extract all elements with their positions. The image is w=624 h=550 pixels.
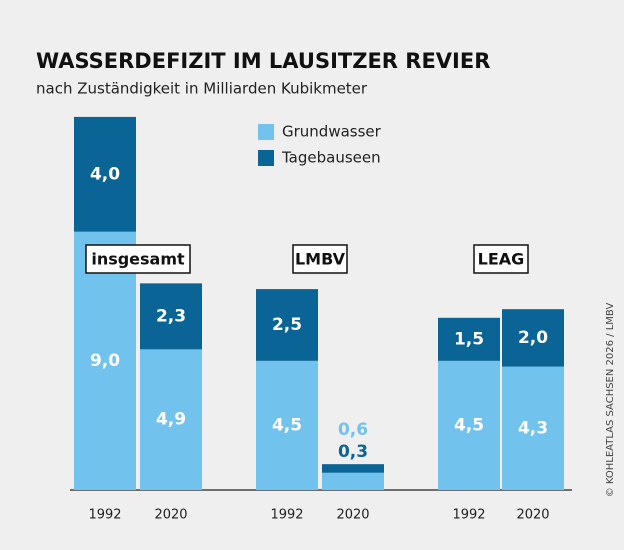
bar-segment [140,283,202,350]
value-label: 4,0 [90,164,120,184]
chart-title: WASSERDEFIZIT IM LAUSITZER REVIER [36,49,490,73]
group-label-box [85,244,191,274]
group-label: LMBV [295,250,346,269]
bar-segment [322,472,384,490]
x-tick-label: 2020 [154,508,187,523]
legend-label: Tagebauseen [281,149,381,167]
group-label-box [292,244,348,274]
group-label-box [473,244,529,274]
bar-segment [322,464,384,473]
value-label: 9,0 [90,351,120,371]
value-label: 4,5 [454,415,484,435]
chart-subtitle: nach Zuständigkeit in Milliarden Kubikme… [36,80,368,98]
bar-segment [256,360,318,490]
bar-segment [74,116,136,232]
value-label: 1,5 [454,329,484,349]
value-label: 0,6 [338,420,368,440]
value-label: 4,5 [272,415,302,435]
x-tick-label: 1992 [88,508,121,523]
bar-segment [438,317,500,361]
bar-segment [140,349,202,490]
bar-segment [256,289,318,361]
bar-segment [502,366,564,490]
legend-label: Grundwasser [282,123,382,141]
value-label: 0,3 [338,442,368,462]
bar-segment [74,231,136,490]
value-label: 2,3 [156,306,186,326]
legend-swatch [258,124,274,140]
x-tick-label: 1992 [452,508,485,523]
group-label: LEAG [478,250,525,269]
bar-segment [502,309,564,367]
value-label: 4,9 [156,410,186,430]
source: © KOHLEATLAS SACHSEN 2026 / LMBV [605,303,616,498]
x-tick-label: 2020 [516,508,549,523]
value-label: 2,0 [518,328,548,348]
x-tick-label: 2020 [336,508,369,523]
bar-segment [438,360,500,490]
value-label: 4,3 [518,418,548,438]
group-label: insgesamt [91,250,185,269]
x-tick-label: 1992 [270,508,303,523]
value-label: 2,5 [272,315,302,335]
legend-swatch [258,150,274,166]
